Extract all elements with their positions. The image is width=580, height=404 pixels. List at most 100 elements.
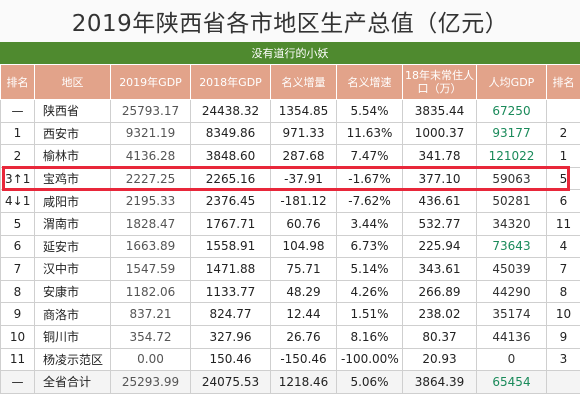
per-capita-cell: 45039	[476, 257, 547, 281]
area-cell: 安康市	[34, 279, 111, 304]
table-row: — 全省合计 25293.99 24075.53 1218.46 5.06% 3864.39…	[0, 370, 580, 394]
increase-cell: -37.91	[270, 166, 337, 191]
table-row: — 陕西省 25793.17 24438.32 1354.85 5.54% 3835.44 6…	[0, 99, 580, 123]
gdp-2019-cell: 9321.19	[110, 121, 191, 146]
rank-cell: 4↓1	[0, 189, 35, 213]
table-row: 5 渭南市 1828.47 1767.71 60.76 3.44% 532.77 34320 1…	[0, 211, 580, 236]
area-cell: 陕西省	[34, 99, 111, 123]
population-cell: 225.94	[402, 234, 477, 259]
header-per-capita: 人均GDP	[476, 64, 547, 100]
population-cell: 377.10	[402, 166, 477, 191]
growth-cell: 8.16%	[336, 324, 403, 349]
rank-cell: 5	[0, 211, 35, 236]
header-gdp-2018: 2018年GDP	[190, 64, 271, 100]
header-rank-2: 排名	[546, 64, 580, 100]
area-cell: 铜川市	[34, 324, 111, 349]
header-nominal-growth: 名义增速	[336, 64, 403, 100]
population-cell: 436.61	[402, 189, 477, 213]
growth-cell: 7.47%	[336, 144, 403, 168]
table-header-row: 排名 地区 2019年GDP 2018年GDP 名义增量 名义增速 18年末常住…	[0, 64, 580, 100]
population-cell: 3835.44	[402, 99, 477, 123]
increase-cell: 26.76	[270, 324, 337, 349]
population-cell: 266.89	[402, 279, 477, 304]
rank-2-cell: 10	[546, 302, 580, 326]
increase-cell: 48.29	[270, 279, 337, 304]
area-cell: 延安市	[34, 234, 111, 259]
subtitle-banner: 没有道行的小妖	[0, 42, 580, 64]
per-capita-cell: 50281	[476, 189, 547, 213]
rank-2-cell	[546, 370, 580, 394]
growth-cell: 4.26%	[336, 279, 403, 304]
header-population: 18年末常住人口（万）	[402, 64, 477, 100]
growth-cell: -100.00%	[336, 347, 403, 372]
population-cell: 1000.37	[402, 121, 477, 146]
rank-2-cell: 5	[546, 166, 580, 191]
rank-2-cell: 11	[546, 211, 580, 236]
increase-cell: 104.98	[270, 234, 337, 259]
growth-cell: 5.06%	[336, 370, 403, 394]
population-cell: 341.78	[402, 144, 477, 168]
rank-cell: —	[0, 99, 35, 123]
increase-cell: 1354.85	[270, 99, 337, 123]
rank-2-cell: 7	[546, 257, 580, 281]
gdp-2019-cell: 1828.47	[110, 211, 191, 236]
rank-cell: 9	[0, 302, 35, 326]
increase-cell: -150.46	[270, 347, 337, 372]
table-row: 4↓1 咸阳市 2195.33 2376.45 -181.12 -7.62% 436.61 5…	[0, 189, 580, 213]
area-cell: 咸阳市	[34, 189, 111, 213]
area-cell: 商洛市	[34, 302, 111, 326]
gdp-2019-cell: 354.72	[110, 324, 191, 349]
per-capita-cell: 0	[476, 347, 547, 372]
population-cell: 20.93	[402, 347, 477, 372]
gdp-2018-cell: 1767.71	[190, 211, 271, 236]
gdp-2018-cell: 8349.86	[190, 121, 271, 146]
table-row: 9 商洛市 837.21 824.77 12.44 1.51% 238.02 35174 10	[0, 302, 580, 326]
gdp-2019-cell: 1182.06	[110, 279, 191, 304]
area-cell: 全省合计	[34, 370, 111, 394]
area-cell: 榆林市	[34, 144, 111, 168]
area-cell: 渭南市	[34, 211, 111, 236]
rank-2-cell	[546, 99, 580, 123]
gdp-2018-cell: 1133.77	[190, 279, 271, 304]
area-cell: 汉中市	[34, 257, 111, 281]
table-row: 11 杨凌示范区 0.00 150.46 -150.46 -100.00% 20.93 0 3	[0, 347, 580, 372]
gdp-2018-cell: 1558.91	[190, 234, 271, 259]
rank-2-cell: 8	[546, 279, 580, 304]
per-capita-cell: 59063	[476, 166, 547, 191]
increase-cell: 287.68	[270, 144, 337, 168]
growth-cell: 5.14%	[336, 257, 403, 281]
page-title: 2019年陕西省各市地区生产总值（亿元）	[0, 0, 580, 43]
rank-cell: 11	[0, 347, 35, 372]
rank-cell: 2	[0, 144, 35, 168]
growth-cell: 6.73%	[336, 234, 403, 259]
per-capita-cell: 65454	[476, 370, 547, 394]
rank-2-cell: 4	[546, 234, 580, 259]
gdp-table: 排名 地区 2019年GDP 2018年GDP 名义增量 名义增速 18年末常住…	[0, 64, 580, 394]
per-capita-cell: 93177	[476, 121, 547, 146]
per-capita-cell: 73643	[476, 234, 547, 259]
rank-2-cell: 9	[546, 324, 580, 349]
per-capita-cell: 34320	[476, 211, 547, 236]
header-area: 地区	[34, 64, 111, 100]
growth-cell: 5.54%	[336, 99, 403, 123]
gdp-2018-cell: 3848.60	[190, 144, 271, 168]
increase-cell: 971.33	[270, 121, 337, 146]
gdp-2018-cell: 824.77	[190, 302, 271, 326]
increase-cell: 1218.46	[270, 370, 337, 394]
header-gdp-2019: 2019年GDP	[110, 64, 191, 100]
growth-cell: -1.67%	[336, 166, 403, 191]
gdp-2019-cell: 2195.33	[110, 189, 191, 213]
gdp-2018-cell: 2376.45	[190, 189, 271, 213]
rank-cell: —	[0, 370, 35, 394]
rank-cell: 8	[0, 279, 35, 304]
increase-cell: -181.12	[270, 189, 337, 213]
rank-cell: 7	[0, 257, 35, 281]
increase-cell: 75.71	[270, 257, 337, 281]
table-row: 2 榆林市 4136.28 3848.60 287.68 7.47% 341.78 12102…	[0, 144, 580, 168]
population-cell: 3864.39	[402, 370, 477, 394]
rank-2-cell: 6	[546, 189, 580, 213]
area-cell: 杨凌示范区	[34, 347, 111, 372]
gdp-2018-cell: 327.96	[190, 324, 271, 349]
rank-cell: 3↑1	[0, 166, 35, 191]
area-cell: 宝鸡市	[34, 166, 111, 191]
